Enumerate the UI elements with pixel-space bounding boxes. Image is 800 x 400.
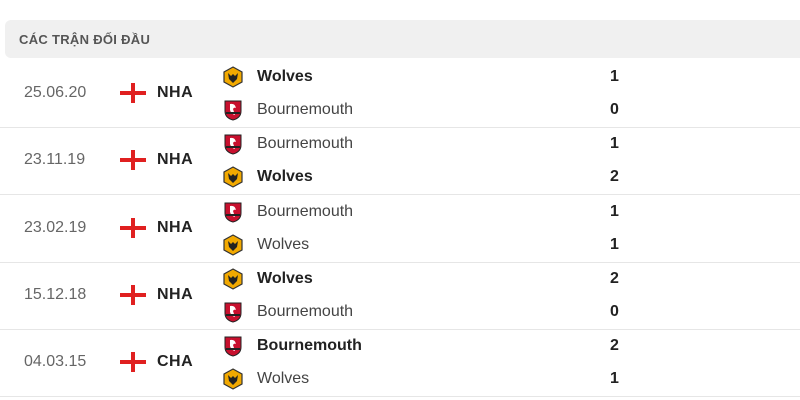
england-flag-icon [120, 284, 146, 305]
match-row[interactable]: 15.12.18 NHA Wolves 2 Bournemouth 0 [0, 262, 800, 330]
team-line: Bournemouth 1 [222, 200, 642, 224]
league-code: NHA [157, 218, 194, 236]
team-name: Wolves [257, 370, 310, 388]
team-score: 1 [610, 370, 619, 388]
england-flag-icon [120, 150, 146, 171]
league-code: NHA [157, 285, 194, 303]
team-score: 2 [610, 269, 619, 287]
league-code: CHA [157, 353, 194, 371]
team-line: Bournemouth 2 [222, 334, 642, 358]
team-name: Wolves [257, 269, 313, 287]
bournemouth-logo-icon [222, 99, 244, 121]
match-row[interactable]: 23.02.19 NHA Bournemouth 1 Wolves 1 [0, 195, 800, 263]
match-date: 23.11.19 [24, 151, 86, 169]
wolves-logo-icon [222, 368, 244, 390]
team-line: Wolves 2 [222, 165, 642, 189]
team-line: Wolves 1 [222, 233, 642, 257]
team-score: 1 [610, 235, 619, 253]
wolves-logo-icon [222, 66, 244, 88]
team-score: 0 [610, 101, 619, 118]
bournemouth-logo-icon [222, 335, 244, 357]
team-score: 2 [610, 337, 619, 355]
league-code: NHA [157, 151, 194, 169]
wolves-logo-icon [222, 268, 244, 290]
match-date: 25.06.20 [24, 84, 87, 101]
team-name: Bournemouth [257, 101, 354, 118]
team-name: Bournemouth [257, 302, 354, 320]
team-line: Wolves 1 [222, 65, 642, 89]
team-line: Wolves 2 [222, 267, 642, 291]
england-flag-icon [120, 83, 146, 103]
match-date: 15.12.18 [24, 285, 87, 303]
bournemouth-logo-icon [222, 133, 244, 155]
match-row[interactable]: 25.06.20 NHA Wolves 1 Bournemouth 0 [0, 60, 800, 128]
team-score: 1 [610, 202, 619, 220]
match-row[interactable]: 23.11.19 NHA Bournemouth 1 Wolves 2 [0, 127, 800, 196]
team-score: 1 [610, 135, 619, 153]
league-code: NHA [157, 84, 194, 101]
match-date: 04.03.15 [24, 353, 87, 371]
team-name: Bournemouth [257, 202, 354, 220]
match-row[interactable]: 04.03.15 CHA Bournemouth 2 Wolves 1 [0, 329, 800, 398]
team-line: Bournemouth 0 [222, 300, 642, 324]
match-date: 23.02.19 [24, 218, 87, 236]
team-name: Wolves [257, 68, 313, 85]
bournemouth-logo-icon [222, 201, 244, 223]
wolves-logo-icon [222, 233, 244, 256]
team-score: 0 [610, 302, 619, 320]
bournemouth-logo-icon [222, 301, 244, 323]
team-name: Bournemouth [257, 135, 354, 153]
england-flag-icon [120, 352, 146, 373]
team-score: 2 [610, 168, 619, 186]
section-title: CÁC TRẬN ĐỐI ĐẦU [19, 32, 151, 47]
team-line: Bournemouth 0 [222, 98, 642, 122]
section-header: CÁC TRẬN ĐỐI ĐẦU [5, 20, 800, 58]
team-score: 1 [610, 68, 619, 85]
team-name: Wolves [257, 168, 313, 186]
england-flag-icon [120, 217, 146, 238]
team-name: Bournemouth [257, 337, 362, 355]
team-name: Wolves [257, 235, 310, 253]
team-line: Bournemouth 1 [222, 132, 642, 156]
wolves-logo-icon [222, 166, 244, 188]
team-line: Wolves 1 [222, 367, 642, 391]
